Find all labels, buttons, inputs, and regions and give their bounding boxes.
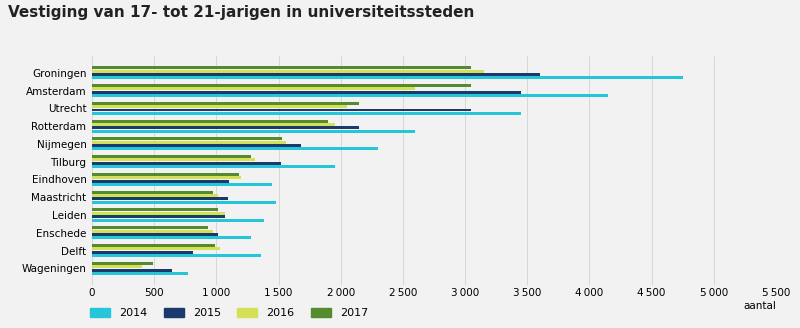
Bar [92,226,208,229]
Bar [92,87,415,90]
Bar [92,180,229,183]
Bar [92,137,282,140]
Bar [92,218,264,222]
Bar [92,176,242,179]
Bar [92,119,328,123]
Bar [92,173,238,176]
Bar [92,247,220,250]
Bar [92,102,359,105]
Bar [92,197,227,200]
Bar [92,254,261,257]
Bar [92,123,334,126]
Bar [92,112,521,115]
X-axis label: aantal: aantal [743,301,776,311]
Bar [92,212,225,215]
Bar [92,105,347,108]
Bar [92,251,193,254]
Bar [92,155,251,158]
Bar [92,109,471,112]
Bar [92,191,213,194]
Bar [92,141,286,144]
Bar [92,183,272,186]
Bar [92,269,171,272]
Bar [92,126,359,129]
Bar [92,144,301,147]
Bar [92,230,213,233]
Bar [92,73,540,76]
Bar [92,233,218,236]
Bar [92,148,378,151]
Bar [92,94,608,97]
Bar [92,265,142,268]
Bar [92,91,521,94]
Bar [92,244,215,247]
Bar [92,130,415,133]
Bar [92,66,471,69]
Bar [92,272,188,275]
Bar [92,209,218,212]
Legend: 2014, 2015, 2016, 2017: 2014, 2015, 2016, 2017 [86,303,373,322]
Bar [92,84,471,87]
Bar [92,262,153,265]
Bar [92,201,276,204]
Bar [92,194,218,197]
Bar [92,162,281,165]
Bar [92,236,251,239]
Bar [92,215,225,218]
Bar [92,76,682,79]
Bar [92,165,334,168]
Bar [92,158,255,161]
Text: Vestiging van 17- tot 21-jarigen in universiteitssteden: Vestiging van 17- tot 21-jarigen in univ… [8,5,474,20]
Bar [92,70,484,72]
